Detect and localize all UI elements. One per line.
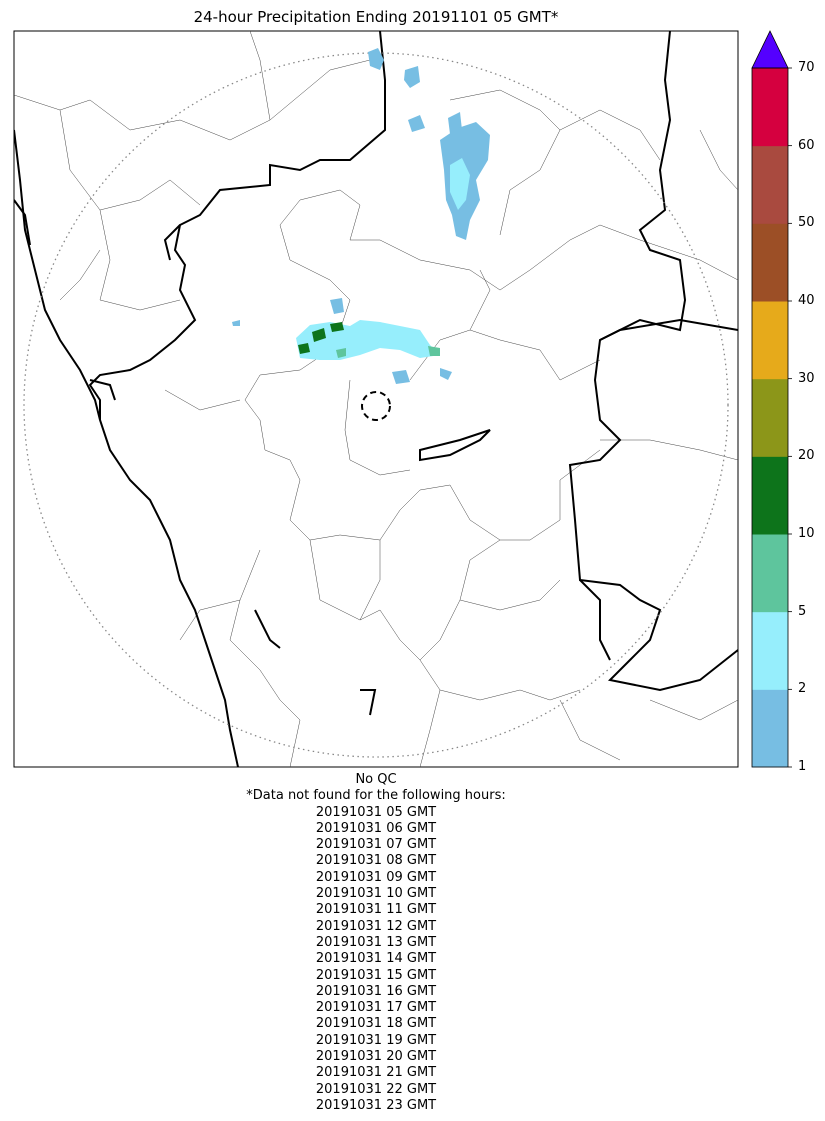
- district-boundaries: [14, 31, 738, 767]
- colorbar-segment: [752, 534, 788, 613]
- missing-hour-item: 20191031 11 GMT: [315, 902, 437, 918]
- colorbar-segment: [752, 689, 788, 768]
- missing-hour-item: 20191031 13 GMT: [315, 934, 437, 950]
- missing-hour-item: 20191031 15 GMT: [315, 967, 437, 983]
- missing-hour-item: 20191031 08 GMT: [315, 853, 437, 869]
- missing-hour-item: 20191031 06 GMT: [315, 820, 437, 836]
- colorbar-outline: [751, 67, 789, 768]
- map-frame: [13, 30, 739, 768]
- colorbar-tick-label: 1: [798, 759, 807, 774]
- colorbar-segment: [752, 301, 788, 380]
- colorbar-segment: [752, 611, 788, 690]
- missing-hour-item: 20191031 16 GMT: [315, 983, 437, 999]
- precipitation-areas: [232, 48, 490, 384]
- missing-hour-item: 20191031 18 GMT: [315, 1016, 437, 1032]
- missing-hour-item: 20191031 17 GMT: [315, 1000, 437, 1016]
- colorbar-tick-label: 60: [798, 137, 815, 153]
- missing-hour-item: 20191031 22 GMT: [315, 1081, 437, 1097]
- colorbar-tick-label: 5: [798, 603, 807, 619]
- radar-site-marker: [361, 391, 391, 421]
- colorbar-tick-label: 30: [798, 370, 815, 386]
- missing-hour-item: 20191031 09 GMT: [315, 869, 437, 885]
- colorbar-tick-label: 50: [798, 215, 815, 231]
- radar-range-ring: [23, 52, 729, 758]
- colorbar-tick-label: 10: [798, 526, 815, 541]
- qc-label: No QC: [355, 772, 397, 787]
- colorbar-segment: [752, 456, 788, 535]
- missing-hour-item: 20191031 19 GMT: [315, 1032, 437, 1048]
- missing-hour-item: 20191031 23 GMT: [315, 1097, 437, 1113]
- missing-hour-item: 20191031 05 GMT: [315, 804, 437, 820]
- colorbar-segment: [752, 378, 788, 457]
- missing-hours-header: *Data not found for the following hours:: [246, 788, 506, 804]
- missing-hour-item: 20191031 14 GMT: [315, 951, 437, 967]
- missing-data-notes: No QC *Data not found for the following …: [14, 772, 738, 1114]
- colorbar-tick-label: 2: [798, 681, 807, 697]
- colorbar-segment: [752, 145, 788, 224]
- missing-hour-item: 20191031 21 GMT: [315, 1065, 437, 1081]
- colorbar-segment: [752, 68, 788, 147]
- missing-hour-item: 20191031 20 GMT: [315, 1049, 437, 1065]
- map-title: 24-hour Precipitation Ending 20191101 05…: [193, 8, 559, 26]
- state-boundaries: [14, 31, 738, 767]
- colorbar-extend-arrow: [751, 30, 789, 69]
- colorbar-tick-label: 20: [798, 448, 815, 464]
- missing-hour-item: 20191031 10 GMT: [315, 886, 437, 902]
- missing-hour-item: 20191031 12 GMT: [315, 918, 437, 934]
- missing-hour-item: 20191031 07 GMT: [315, 837, 437, 853]
- colorbar-tick-label: 70: [798, 60, 815, 75]
- colorbar-tick-label: 40: [798, 293, 815, 308]
- colorbar-segment: [752, 223, 788, 302]
